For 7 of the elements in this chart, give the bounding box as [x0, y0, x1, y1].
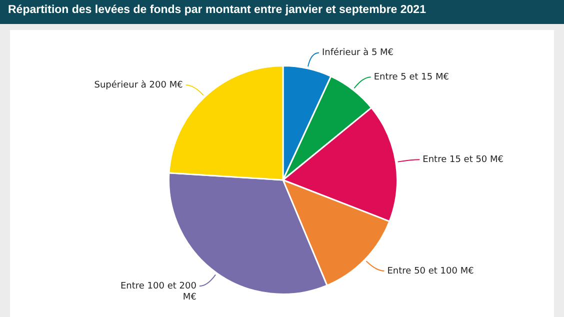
- slice-label: Entre 5 et 15 M€: [374, 72, 450, 82]
- chart-title: Répartition des levées de fonds par montant entre janvier et septembre 2021: [8, 4, 426, 16]
- slice-label: Entre 50 et 100 M€: [387, 266, 474, 276]
- slice-label: Entre 100 et 200 M€: [120, 281, 197, 302]
- slice-label: Supérieur à 200 M€: [94, 79, 184, 90]
- slice-label: Inférieur à 5 M€: [322, 47, 394, 58]
- slice-label: Entre 15 et 50 M€: [422, 154, 504, 165]
